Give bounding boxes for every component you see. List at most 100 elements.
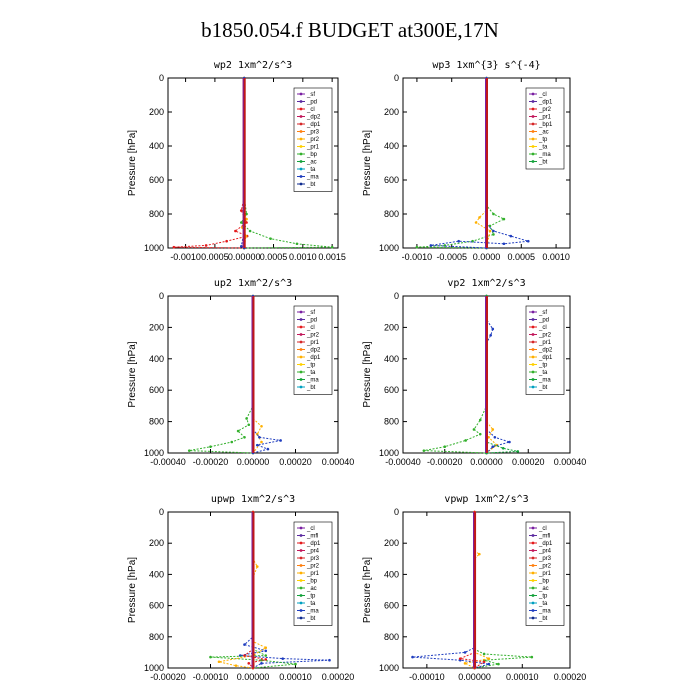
data-point bbox=[260, 440, 263, 444]
data-point bbox=[264, 649, 268, 653]
x-tick-label: -0.0010 bbox=[402, 252, 433, 262]
data-point bbox=[247, 423, 251, 427]
legend-entry: _cl bbox=[538, 92, 547, 98]
y-tick-label: 0 bbox=[394, 291, 399, 301]
legend-entry: _ta bbox=[306, 370, 316, 376]
data-point bbox=[491, 327, 495, 331]
data-point bbox=[260, 658, 263, 662]
y-tick-label: 800 bbox=[149, 209, 164, 219]
x-tick-label: 0.00040 bbox=[554, 457, 587, 467]
legend-marker bbox=[299, 333, 303, 336]
y-tick-label: 800 bbox=[384, 632, 399, 642]
data-point bbox=[247, 662, 251, 665]
y-tick-label: 1000 bbox=[379, 243, 399, 253]
data-point bbox=[245, 221, 248, 224]
x-tick-label: -0.00040 bbox=[385, 457, 421, 467]
y-tick-label: 600 bbox=[384, 175, 399, 185]
y-tick-label: 600 bbox=[384, 601, 399, 611]
legend-entry: _ta bbox=[306, 601, 316, 607]
y-tick-label: 0 bbox=[394, 507, 399, 517]
legend-entry: _ma bbox=[306, 609, 319, 615]
legend-entry: _pr2 bbox=[538, 107, 552, 113]
data-point bbox=[217, 660, 221, 664]
legend-entry: _ac bbox=[306, 586, 317, 592]
series-line bbox=[416, 78, 506, 249]
y-tick-label: 600 bbox=[384, 385, 399, 395]
legend-marker bbox=[299, 115, 303, 118]
x-tick-label: 0.00020 bbox=[512, 457, 545, 467]
legend-entry: _pr4 bbox=[306, 549, 320, 555]
legend-entry: _pr3 bbox=[306, 556, 320, 562]
x-tick-label: -0.0010 bbox=[170, 252, 201, 262]
legend-entry: _ta bbox=[306, 167, 316, 173]
legend-marker bbox=[531, 616, 535, 620]
legend-marker bbox=[299, 167, 303, 171]
data-point bbox=[478, 216, 481, 219]
legend-entry: _cl bbox=[538, 526, 547, 532]
legend-entry: _pr3 bbox=[538, 556, 552, 562]
legend-marker bbox=[299, 571, 303, 575]
panel-3: up2 1xm^2/s^3 Pressure [hPa] 0 200 400 600 800… bbox=[127, 278, 354, 467]
legend-marker bbox=[531, 586, 535, 590]
data-point bbox=[255, 443, 259, 447]
data-point bbox=[530, 655, 534, 659]
legend-marker bbox=[299, 122, 303, 126]
legend-entry: _cl bbox=[306, 526, 315, 532]
series-line bbox=[243, 512, 266, 669]
y-tick-label: 800 bbox=[384, 209, 399, 219]
legend-marker bbox=[299, 586, 303, 590]
legend-marker bbox=[531, 107, 535, 111]
plot-frame bbox=[167, 77, 339, 249]
x-tick-label: -0.00020 bbox=[427, 457, 463, 467]
series-line bbox=[252, 296, 281, 454]
data-point bbox=[482, 660, 486, 664]
y-tick-label: 1000 bbox=[144, 243, 164, 253]
data-point bbox=[464, 439, 467, 442]
x-tick-label: 0.00000 bbox=[237, 457, 270, 467]
y-tick-label: 200 bbox=[149, 107, 164, 117]
x-tick-label: 0.00000 bbox=[228, 252, 261, 262]
data-point bbox=[245, 217, 248, 221]
y-tick-label: 200 bbox=[149, 538, 164, 548]
data-point bbox=[243, 436, 246, 439]
x-tick-label: -0.00010 bbox=[193, 672, 229, 682]
legend-entry: _pr1 bbox=[306, 571, 320, 577]
y-tick-label: 400 bbox=[384, 569, 399, 579]
legend-marker bbox=[531, 310, 535, 314]
legend-entry: _bt bbox=[538, 385, 548, 391]
x-tick-label: 0.00020 bbox=[322, 672, 355, 682]
legend-entry: _bp bbox=[306, 152, 318, 158]
data-point bbox=[478, 432, 482, 436]
legend-entry: _cl bbox=[306, 107, 315, 113]
data-point bbox=[463, 651, 467, 654]
legend-entry: _dp1 bbox=[538, 541, 553, 547]
legend-marker bbox=[299, 137, 303, 141]
panel-4: vp2 1xm^2/s^3 Pressure [hPa] 0 200 400 600 800… bbox=[362, 278, 586, 467]
legend-marker bbox=[531, 145, 535, 148]
data-point bbox=[463, 662, 467, 665]
legend-marker bbox=[299, 549, 303, 552]
y-tick-label: 0 bbox=[159, 507, 164, 517]
legend-entry: _ac bbox=[538, 130, 549, 136]
data-point bbox=[239, 245, 243, 248]
legend-marker bbox=[299, 355, 303, 359]
legend-entry: _pr4 bbox=[538, 549, 552, 555]
data-point bbox=[279, 439, 282, 442]
legend-entry: _ma bbox=[306, 378, 319, 384]
y-tick-label: 400 bbox=[149, 141, 164, 151]
legend-marker bbox=[531, 526, 535, 530]
legend-box bbox=[525, 87, 565, 170]
data-point bbox=[491, 445, 495, 449]
legend-entry: _tp bbox=[538, 363, 548, 369]
legend-marker bbox=[299, 541, 303, 545]
y-tick-label: 200 bbox=[384, 322, 399, 332]
y-tick-label: 0 bbox=[394, 73, 399, 83]
legend-marker bbox=[531, 333, 535, 336]
x-tick-label: 0.0005 bbox=[260, 252, 288, 262]
data-point bbox=[474, 221, 478, 224]
legend-marker bbox=[299, 385, 303, 389]
y-axis-label: Pressure [hPa] bbox=[362, 341, 373, 407]
legend-entry: _pr1 bbox=[538, 115, 552, 121]
x-tick-label: 0.0005 bbox=[508, 252, 536, 262]
y-axis-label: Pressure [hPa] bbox=[127, 341, 138, 407]
